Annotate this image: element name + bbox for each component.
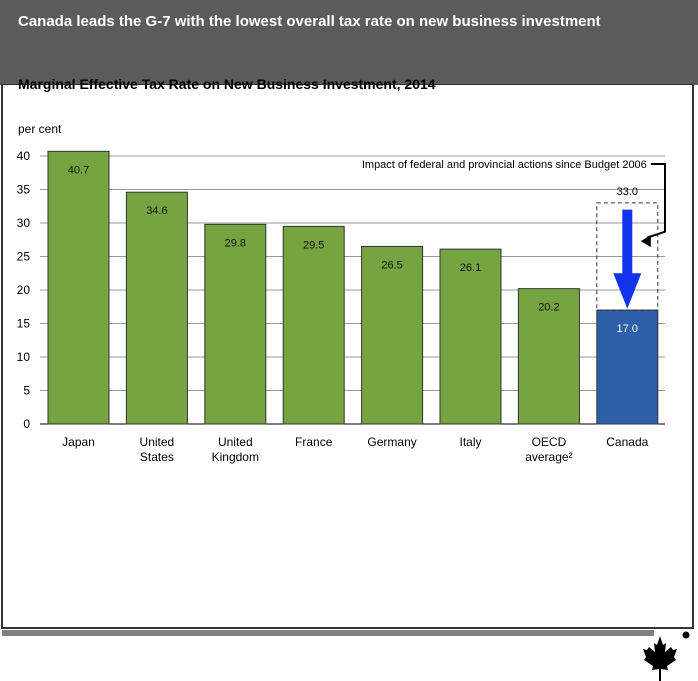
x-tick-label: States	[140, 450, 174, 464]
y-tick-label: 0	[23, 417, 30, 431]
x-tick-label: Canada	[606, 435, 648, 449]
annotation-connector	[646, 163, 666, 239]
bar	[517, 288, 580, 425]
bar-chart: per cent 0 5 10 15 20 25 30 35 40 40.7 Japan 34.6 Uni…	[17, 122, 666, 464]
y-tick-label: 40	[17, 149, 31, 163]
y-tick-label: 25	[17, 250, 31, 264]
x-tick-label: Germany	[367, 435, 416, 449]
x-tick-label: Kingdom	[212, 450, 259, 464]
chart-title: Marginal Effective Tax Rate on New Busin…	[18, 76, 436, 92]
bar	[47, 150, 110, 425]
footer-rule	[2, 630, 654, 636]
x-tick-label: France	[295, 435, 333, 449]
maple-leaf-icon	[643, 631, 690, 681]
data-label: 29.8	[225, 237, 246, 249]
x-tick-label: average²	[525, 450, 572, 464]
bar	[282, 225, 345, 425]
y-tick-label: 5	[23, 384, 30, 398]
data-label: 26.5	[381, 259, 402, 271]
annotation-text: Impact of federal and provincial actions…	[362, 159, 647, 171]
x-tick-label: OECD	[532, 435, 567, 449]
prior-value-box	[596, 202, 659, 311]
header-title: Canada leads the G-7 with the lowest ove…	[18, 13, 601, 30]
y-tick-label: 15	[17, 317, 31, 331]
data-label: 26.1	[460, 262, 481, 274]
y-tick-label: 35	[17, 183, 31, 197]
down-arrow-icon	[613, 209, 642, 309]
bar	[596, 309, 659, 425]
y-tick-label: 30	[17, 216, 31, 230]
data-label: 20.2	[538, 302, 559, 314]
bar	[439, 248, 502, 425]
x-tick-label: Japan	[62, 435, 95, 449]
header-bar: Canada leads the G-7 with the lowest ove…	[0, 0, 698, 85]
y-tick-label: 10	[17, 350, 31, 364]
data-label: 17.0	[617, 323, 638, 335]
data-label: 40.7	[68, 164, 89, 176]
x-tick-label: Italy	[459, 435, 481, 449]
bar	[361, 245, 424, 425]
prior-value-label: 33.0	[617, 186, 638, 198]
y-tick-label: 20	[17, 283, 31, 297]
data-label: 29.5	[303, 239, 324, 251]
bar	[125, 191, 188, 425]
x-tick-label: United	[218, 435, 253, 449]
bar	[204, 223, 267, 425]
x-tick-label: United	[140, 435, 175, 449]
y-axis-label: per cent	[18, 122, 62, 136]
data-label: 34.6	[146, 205, 167, 217]
annotation-arrowhead	[640, 235, 651, 248]
